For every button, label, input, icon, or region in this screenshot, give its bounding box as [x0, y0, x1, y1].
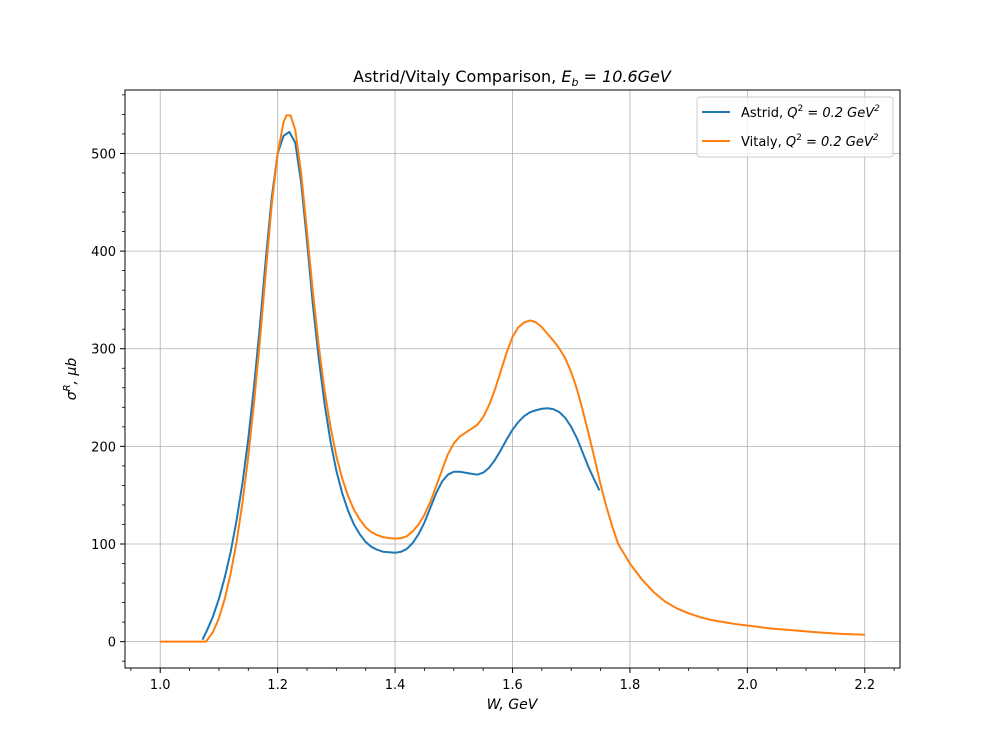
legend: Astrid, Q2 = 0.2 GeV2 Vitaly, Q2 = 0.2 G… [696, 96, 894, 158]
legend-label-astrid: Astrid, Q2 = 0.2 GeV2 [741, 104, 880, 121]
grid-lines [125, 90, 900, 668]
plot-area: 1.0 1.2 1.4 1.6 1.8 2.0 2.2 0 100 200 300 400 500 [91, 89, 901, 693]
x-tick-label: 1.0 [150, 678, 171, 693]
y-tick-label: 500 [91, 147, 116, 162]
x-tick-label: 2.2 [854, 678, 875, 693]
x-tick-label: 1.4 [385, 678, 406, 693]
chart-title: Astrid/Vitaly Comparison, Eb = 10.6GeV [353, 67, 672, 89]
series-line-vitaly [160, 114, 865, 643]
y-tick-label: 300 [91, 343, 116, 358]
x-axis-label: W, GeV [487, 697, 539, 713]
y-tick-label: 400 [91, 245, 116, 260]
y-tick-label: 200 [91, 440, 116, 455]
y-tick-label: 0 [108, 636, 116, 651]
x-tick-label: 1.6 [502, 678, 523, 693]
x-tick-label: 2.0 [737, 678, 758, 693]
y-tick-label: 100 [91, 538, 116, 553]
y-axis-ticks: 0 100 200 300 400 500 [91, 94, 125, 662]
y-axis-label: σR, μb [62, 358, 80, 401]
x-tick-label: 1.8 [620, 678, 641, 693]
x-axis-ticks: 1.0 1.2 1.4 1.6 1.8 2.0 2.2 [130, 668, 895, 693]
x-tick-label: 1.2 [267, 678, 288, 693]
legend-box [696, 96, 894, 158]
legend-label-vitaly: Vitaly, Q2 = 0.2 GeV2 [741, 133, 879, 150]
series-layer [160, 114, 865, 643]
